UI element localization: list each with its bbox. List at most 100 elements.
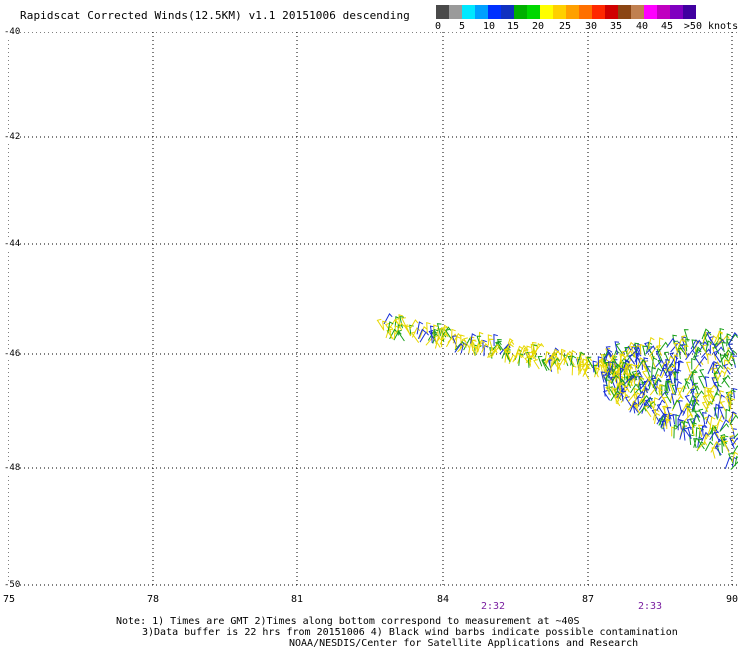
wind-barb	[481, 342, 489, 353]
wind-barb	[634, 342, 640, 354]
wind-barb	[605, 386, 612, 396]
wind-barb	[691, 413, 701, 424]
wind-barb	[642, 360, 648, 371]
wind-barb	[677, 347, 683, 359]
wind-barb	[691, 401, 700, 413]
wind-barb	[693, 346, 702, 359]
wind-barb	[717, 330, 724, 342]
wind-barb	[671, 393, 676, 406]
wind-barb	[661, 420, 667, 432]
wind-barb	[570, 355, 577, 366]
colorbar-segment	[475, 5, 488, 19]
wind-barb	[647, 336, 655, 350]
wind-barb	[637, 359, 647, 370]
wind-barb	[723, 435, 729, 446]
wind-barb	[633, 371, 643, 383]
wind-barb	[692, 399, 698, 413]
wind-barb	[702, 344, 709, 358]
wind-barb	[633, 387, 639, 399]
wind-barb	[702, 395, 709, 409]
wind-barb	[550, 355, 560, 368]
wind-barb	[649, 401, 657, 413]
wind-barb	[670, 341, 682, 353]
wind-barb	[727, 453, 734, 464]
wind-barb	[638, 401, 647, 411]
wind-barb	[623, 359, 630, 370]
wind-barb	[630, 369, 642, 381]
wind-barb	[687, 407, 692, 418]
lat-tick-label: -42	[4, 132, 21, 142]
wind-barb	[441, 324, 449, 338]
wind-barb	[618, 354, 626, 368]
wind-barb	[683, 420, 689, 433]
wind-barb	[653, 397, 659, 408]
wind-barb	[721, 349, 732, 360]
wind-barb	[567, 355, 574, 367]
wind-barb	[711, 447, 717, 459]
wind-barb	[642, 345, 647, 357]
colorbar-segment	[540, 5, 553, 19]
wind-barb	[718, 406, 725, 420]
wind-barb	[526, 345, 531, 358]
wind-barb	[533, 359, 540, 370]
wind-barb	[721, 342, 727, 353]
wind-barb	[579, 362, 588, 372]
wind-barb	[383, 313, 393, 325]
wind-barb	[586, 356, 594, 369]
wind-barb	[699, 423, 708, 434]
wind-barb	[437, 327, 442, 341]
wind-barb	[608, 361, 613, 371]
wind-barb	[633, 344, 641, 358]
lat-tick-label: -48	[4, 463, 21, 473]
wind-barb	[676, 368, 682, 382]
wind-barb	[658, 389, 666, 403]
wind-barb	[426, 322, 431, 334]
wind-barb	[729, 414, 738, 425]
lat-tick-label: -50	[4, 580, 21, 590]
wind-barb	[716, 369, 726, 382]
wind-barb	[705, 400, 714, 410]
wind-barb	[560, 348, 566, 360]
wind-barb	[732, 388, 738, 399]
lat-tick-label: -40	[4, 27, 21, 37]
wind-barb	[666, 337, 676, 348]
wind-barb	[704, 441, 714, 452]
wind-barb	[714, 338, 726, 349]
wind-barb	[672, 413, 677, 425]
wind-barb	[731, 437, 738, 447]
wind-barb	[630, 373, 639, 387]
map-title: Rapidscat Corrected Winds(12.5KM) v1.1 2…	[20, 9, 410, 22]
wind-barb	[628, 354, 636, 365]
wind-barb	[506, 351, 512, 362]
wind-barb	[620, 390, 626, 402]
wind-barb	[633, 403, 641, 414]
wind-barb	[440, 337, 446, 348]
wind-barb	[505, 343, 514, 356]
wind-barb	[619, 353, 624, 367]
wind-barb	[653, 373, 662, 386]
wind-barb	[652, 408, 660, 421]
wind-barb	[419, 331, 429, 343]
wind-barb	[634, 364, 640, 376]
wind-barb	[617, 383, 623, 394]
wind-barb	[624, 347, 629, 358]
colorbar-segment	[527, 5, 540, 19]
note-line-2: 3)Data buffer is 22 hrs from 20151006 4)…	[142, 627, 678, 638]
lat-lon-grid	[8, 32, 738, 586]
wind-barb	[681, 335, 688, 347]
wind-barb	[417, 328, 426, 339]
wind-barb	[633, 373, 640, 385]
wind-barb	[537, 356, 543, 367]
wind-barb	[723, 366, 731, 378]
wind-barb	[648, 378, 656, 390]
colorbar-segment	[657, 5, 670, 19]
wind-barb	[709, 361, 720, 371]
wind-barb	[734, 455, 738, 467]
wind-barb	[493, 333, 498, 347]
wind-barb	[640, 378, 651, 390]
colorbar-segment	[566, 5, 579, 19]
wind-barb	[704, 376, 710, 387]
wind-barb	[476, 335, 482, 348]
wind-barb	[637, 376, 645, 387]
wind-barb	[716, 384, 722, 396]
